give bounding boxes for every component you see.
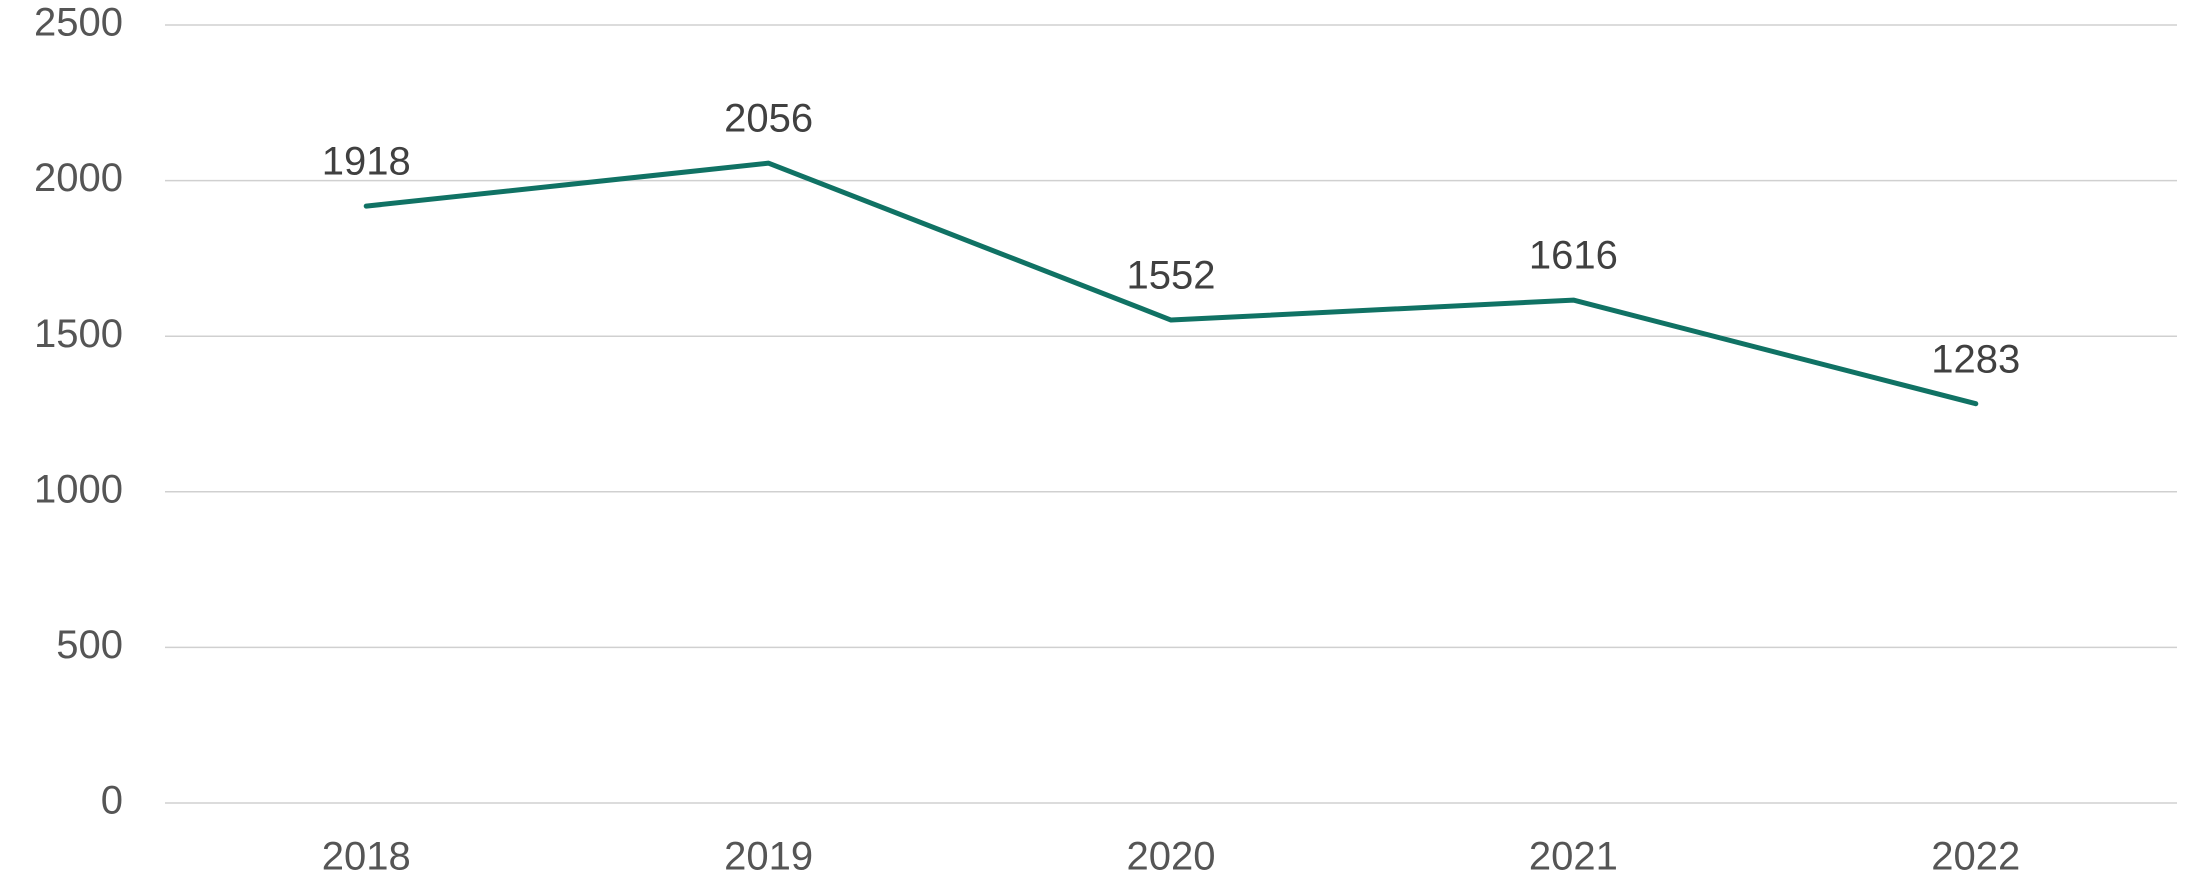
y-tick-label: 500 [56,623,123,667]
x-tick-label: 2020 [1127,835,1216,879]
x-tick-label: 2022 [1931,835,2020,879]
data-label: 1552 [1127,254,1216,298]
data-label: 1283 [1931,337,2020,381]
y-tick-label: 0 [101,779,123,823]
data-label: 1918 [322,140,411,184]
data-label: 1616 [1529,234,1618,278]
y-tick-label: 2000 [34,156,123,200]
line-series [363,160,1979,407]
y-tick-label: 1500 [34,312,123,356]
x-tick-label: 2019 [724,835,813,879]
x-tick-label: 2021 [1529,835,1618,879]
y-tick-label: 1000 [34,467,123,511]
y-tick-label: 2500 [34,1,123,45]
data-label: 2056 [724,97,813,141]
x-tick-label: 2018 [322,835,411,879]
